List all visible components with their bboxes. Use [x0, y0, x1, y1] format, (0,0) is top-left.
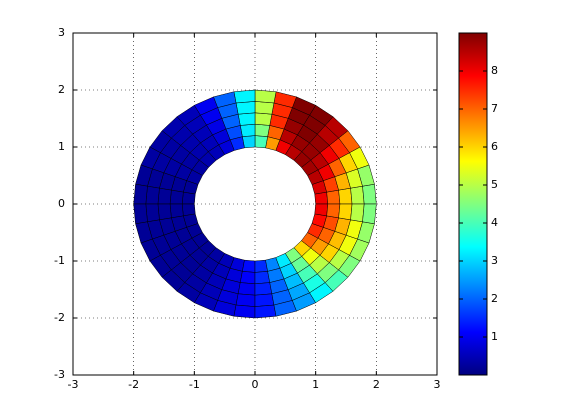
- colorbar-tick-label: 4: [491, 216, 498, 229]
- y-tick-label: 3: [58, 26, 65, 39]
- surface-cell: [235, 293, 256, 307]
- surface-cell: [362, 183, 377, 205]
- colorbar-tick-label: 8: [491, 64, 498, 77]
- colorbar: [458, 32, 488, 376]
- surface-cell: [169, 203, 184, 219]
- surface-cell: [338, 203, 353, 221]
- colorbar-tick-label: 1: [491, 330, 498, 343]
- surface-cell: [254, 89, 277, 104]
- colorbar-tick-label: 6: [491, 140, 498, 153]
- surface-cell: [254, 135, 268, 149]
- surface-cell: [133, 183, 148, 205]
- surface-cell: [235, 101, 256, 115]
- y-tick-label: -2: [54, 311, 65, 324]
- surface-cell: [145, 203, 160, 223]
- surface-cell: [254, 271, 271, 285]
- x-tick-label: -1: [189, 378, 200, 391]
- surface-cell: [338, 187, 353, 205]
- surface-cell: [254, 101, 275, 115]
- surface-cell: [254, 112, 273, 126]
- surface-cell: [237, 282, 256, 296]
- y-tick-label: 2: [58, 83, 65, 96]
- surface-cell: [242, 259, 256, 273]
- y-tick-label: 0: [58, 197, 65, 210]
- surface-cell: [157, 187, 172, 205]
- x-tick-label: 1: [312, 378, 319, 391]
- surface-cell: [239, 123, 256, 137]
- axes-frame: [72, 32, 438, 376]
- surface-cell: [350, 203, 365, 223]
- surface-cell: [326, 203, 341, 219]
- surface-cell: [350, 185, 365, 205]
- surface-cell: [254, 282, 273, 296]
- y-tick-label: -1: [54, 254, 65, 267]
- surface-cell: [181, 191, 196, 205]
- x-tick-label: -3: [68, 378, 79, 391]
- surface-cell: [157, 203, 172, 221]
- surface-cell: [254, 123, 271, 137]
- surface-cell: [237, 112, 256, 126]
- surface-cell: [254, 304, 277, 319]
- surface-cell: [233, 89, 256, 104]
- colorbar-tick-label: 5: [491, 178, 498, 191]
- surface-cell: [314, 203, 329, 217]
- surface-cell: [362, 203, 377, 225]
- surface-cell: [145, 185, 160, 205]
- plot-area: [73, 33, 437, 375]
- surface-cell: [239, 271, 256, 285]
- x-tick-label: 3: [434, 378, 441, 391]
- surface-cell: [133, 203, 148, 225]
- surface-cell: [254, 293, 275, 307]
- surface-cell: [326, 189, 341, 205]
- surface-cell: [169, 189, 184, 205]
- surface-cell: [233, 304, 256, 319]
- x-tick-label: -2: [128, 378, 139, 391]
- colorbar-tick-label: 7: [491, 102, 498, 115]
- colorbar-tick-label: 2: [491, 292, 498, 305]
- y-tick-label: -3: [54, 368, 65, 381]
- colorbar-tick-label: 3: [491, 254, 498, 267]
- x-tick-label: 0: [252, 378, 259, 391]
- x-tick-label: 2: [373, 378, 380, 391]
- y-tick-label: 1: [58, 140, 65, 153]
